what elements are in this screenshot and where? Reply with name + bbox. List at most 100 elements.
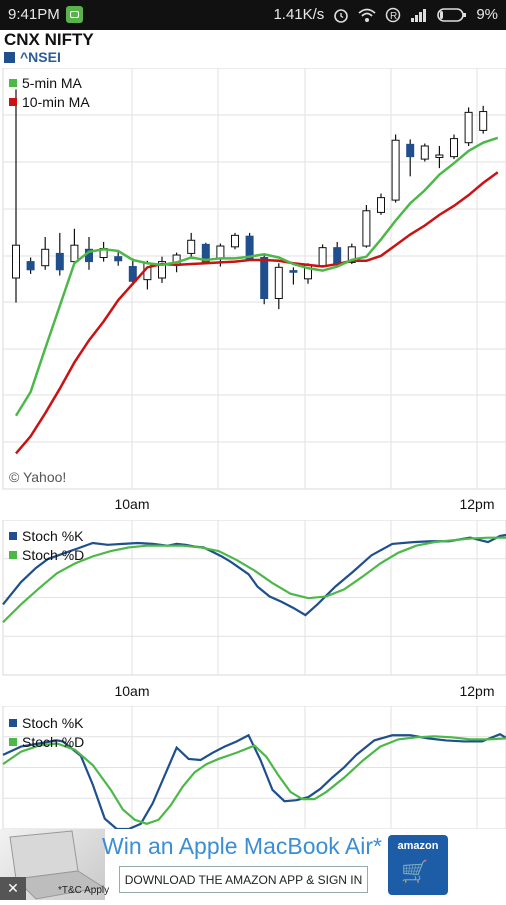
signal-icon [411, 8, 427, 22]
candle [450, 134, 458, 160]
ticker-label: ^NSEI [4, 49, 61, 65]
ma5-line [14, 136, 499, 417]
candle [420, 143, 429, 162]
stochastic-chart-1[interactable]: Stoch %K Stoch %D 10am 12pm [0, 520, 506, 706]
candle-body-up [347, 246, 356, 263]
candle [128, 258, 137, 285]
candle [41, 237, 50, 270]
legend-swatch-stoch1-k [9, 532, 17, 540]
status-time: 9:41PM [8, 6, 60, 23]
ticker-symbol: ^NSEI [20, 49, 61, 65]
price-grid [2, 68, 506, 490]
price-chart[interactable]: 5-min MA 10-min MA © Yahoo! 10am 12pm [0, 68, 506, 518]
candle-body-up [231, 234, 239, 248]
candle [158, 256, 166, 283]
candle [362, 205, 371, 248]
candle [114, 250, 123, 266]
candle-body-up [464, 111, 473, 144]
candle [26, 257, 35, 274]
candle [391, 134, 400, 203]
ad-banner[interactable]: Win an Apple MacBook Air* DOWNLOAD THE A… [0, 829, 506, 900]
candle [377, 193, 385, 215]
candle-body-up [70, 244, 79, 263]
candle-body-up [318, 247, 327, 267]
stoch1-x-tick-10am: 10am [114, 683, 149, 699]
stochastic-chart-2[interactable]: Stoch %K Stoch %D [0, 706, 506, 829]
stoch1-x-tick-12pm: 12pm [459, 683, 494, 699]
app-notification-icon [65, 6, 83, 23]
candle-body-up [187, 239, 196, 254]
candle-body-up [450, 138, 458, 158]
ma10-line [15, 171, 499, 455]
legend-swatch-stoch1-d [9, 551, 17, 559]
candle-body-up [216, 245, 225, 259]
candle [464, 107, 473, 146]
ad-download-button[interactable]: DOWNLOAD THE AMAZON APP & SIGN IN [119, 866, 368, 893]
plot-area [2, 68, 506, 490]
candle-body-up [12, 244, 20, 279]
candles [12, 89, 488, 310]
candle-body-down [260, 257, 269, 299]
battery-level: 9% [476, 6, 498, 23]
legend-stoch1-k: Stoch %K [22, 528, 84, 544]
candle-body-up [41, 248, 50, 267]
candle-body-down [114, 256, 123, 262]
ad-close-button[interactable]: ✕ [0, 877, 26, 900]
amazon-brand: amazon [397, 840, 439, 852]
candle [289, 267, 298, 285]
price-legend: 5-min MA 10-min MA [9, 75, 90, 110]
legend-swatch-stoch2-k [9, 719, 17, 727]
legend-stoch2-k: Stoch %K [22, 715, 84, 731]
stoch1-d-line [2, 536, 506, 624]
legend-stoch2-d: Stoch %D [22, 734, 84, 750]
candle-body-down [333, 247, 342, 264]
legend-swatch-ma10 [9, 98, 17, 106]
alarm-icon [334, 8, 349, 23]
candle [435, 145, 444, 169]
wifi-icon [358, 8, 376, 22]
stoch2-d-line [2, 735, 506, 826]
candle-body-up [362, 210, 371, 247]
x-tick-10am: 10am [114, 496, 149, 512]
candle-body-down [289, 270, 298, 273]
network-speed: 1.41K/s [273, 6, 325, 23]
x-tick-12pm: 12pm [459, 496, 494, 512]
candle [479, 105, 488, 134]
candle [70, 228, 79, 264]
candle-body-up [435, 154, 444, 158]
candle-body-down [406, 143, 415, 158]
candle-body-up [377, 197, 385, 213]
legend-swatch-ma5 [9, 79, 17, 87]
legend-ma5: 5-min MA [22, 75, 83, 91]
legend-swatch-stoch2-d [9, 738, 17, 746]
ad-headline[interactable]: Win an Apple MacBook Air* [102, 833, 382, 859]
candle-body-up [391, 139, 400, 201]
stoch1-k-line [2, 533, 506, 617]
ticker-color-swatch [4, 51, 15, 63]
svg-text:R: R [390, 11, 397, 22]
candle-body-down [128, 266, 137, 282]
quote-header: CNX NIFTY ^NSEI [0, 30, 506, 68]
candle-body-up [274, 266, 283, 299]
yahoo-watermark: © Yahoo! [9, 469, 66, 485]
stoch1-grid [2, 520, 506, 676]
candle [187, 232, 196, 259]
battery-icon [437, 7, 467, 22]
candle [406, 139, 415, 177]
cart-icon: 🛒 [401, 859, 429, 884]
candle [318, 244, 327, 267]
candle-body-up [479, 111, 488, 131]
page-title: CNX NIFTY [4, 30, 94, 49]
legend-stoch1-d: Stoch %D [22, 547, 84, 563]
ad-laptop-image [0, 829, 105, 900]
legend-ma10: 10-min MA [22, 94, 90, 110]
status-bar: 9:41PM 1.41K/s R 9% [0, 0, 506, 30]
candle [260, 254, 269, 305]
candle [274, 263, 283, 310]
candle-body-up [420, 145, 429, 160]
candle-body-down [55, 252, 64, 271]
candle-body-down [26, 261, 35, 271]
amazon-logo[interactable]: amazon 🛒 [388, 835, 448, 895]
candle [12, 89, 20, 303]
candle [55, 232, 64, 276]
